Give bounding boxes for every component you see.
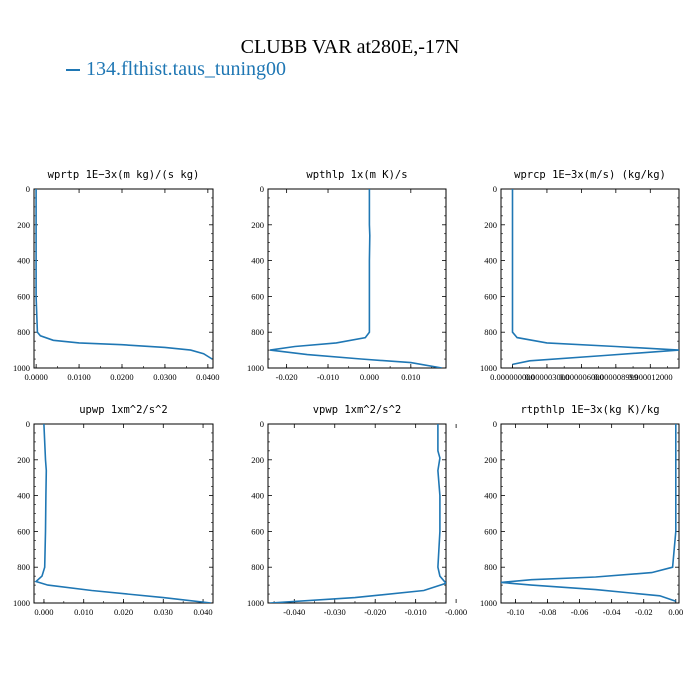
panel-title: vpwp 1xm^2/s^2 xyxy=(313,404,402,416)
y-tick-label: 600 xyxy=(251,291,264,301)
x-tick-label: -0.06 xyxy=(571,607,589,617)
series-line xyxy=(501,424,677,602)
panel-title: wprtp 1E−3x(m kg)/(s kg) xyxy=(48,169,200,181)
y-tick-label: 200 xyxy=(251,220,264,230)
panel-title: wpthlp 1x(m K)/s xyxy=(306,169,407,181)
series-line xyxy=(269,189,443,368)
x-tick-label: -0.020 xyxy=(364,607,386,617)
y-tick-label: 800 xyxy=(251,562,264,572)
figure-title: CLUBB VAR at280E,-17N xyxy=(240,36,460,58)
y-tick-label: 200 xyxy=(484,220,497,230)
series-line xyxy=(35,189,213,360)
x-tick-label: 0.000 xyxy=(34,607,53,617)
y-tick-label: 600 xyxy=(484,526,497,536)
y-tick-label: 1000 xyxy=(480,598,497,608)
x-tick-label: -0.02 xyxy=(635,607,653,617)
y-tick-label: 200 xyxy=(17,455,30,465)
y-tick-label: 400 xyxy=(251,491,264,501)
plot-frame xyxy=(500,188,680,369)
x-tick-label: 0.000003000 xyxy=(525,372,570,382)
x-tick-label: -0.04 xyxy=(603,607,621,617)
y-tick-label: 800 xyxy=(484,562,497,572)
x-tick-label: 0.000000000 xyxy=(490,372,535,382)
panel-5: vpwp 1xm^2/s^2 0 200 400 600 800 1000 -0.040 -0.… xyxy=(247,404,467,617)
x-tick-label: 0.000006000 xyxy=(559,372,604,382)
y-tick-label: 1000 xyxy=(13,598,30,608)
legend-label: 134.flthist.taus_tuning00 xyxy=(86,58,286,80)
x-tick-label: 0.00 xyxy=(668,607,683,617)
y-tick-label: 800 xyxy=(17,327,30,337)
y-tick-label: 800 xyxy=(17,562,30,572)
legend-line-swatch xyxy=(66,69,80,72)
x-tick-label: 0.0000 xyxy=(24,372,47,382)
x-tick-label: 0.0200 xyxy=(110,372,133,382)
y-tick-label: 1000 xyxy=(480,363,497,373)
y-tick-label: 600 xyxy=(484,291,497,301)
x-tick-label: -0.10 xyxy=(507,607,525,617)
y-tick-label: 0 xyxy=(260,419,264,429)
panel-title: upwp 1xm^2/s^2 xyxy=(79,404,168,416)
panel-1: wprtp 1E−3x(m kg)/(s kg) 0 200 400 600 800 100… xyxy=(13,169,220,382)
y-tick-label: 400 xyxy=(17,491,30,501)
y-tick-label: 200 xyxy=(251,455,264,465)
x-tick-label: -0.08 xyxy=(539,607,557,617)
x-tick-label: 0.0300 xyxy=(153,372,176,382)
y-tick-label: 1000 xyxy=(13,363,30,373)
x-tick-label: -0.000 xyxy=(445,607,467,617)
y-tick-label: 200 xyxy=(484,455,497,465)
series-line xyxy=(269,424,446,603)
x-tick-label: 0.030 xyxy=(154,607,173,617)
panel-3: wprcp 1E−3x(m/s) (kg/kg) 0 200 400 600 800 100… xyxy=(480,169,680,382)
x-tick-label: -0.040 xyxy=(283,607,305,617)
x-tick-label: 0.040 xyxy=(193,607,212,617)
x-tick-label: 0.000012000 xyxy=(628,372,673,382)
y-tick-label: 600 xyxy=(17,526,30,536)
y-tick-label: 1000 xyxy=(247,598,264,608)
y-tick-label: 600 xyxy=(17,291,30,301)
y-tick-label: 600 xyxy=(251,526,264,536)
y-tick-label: 1000 xyxy=(247,363,264,373)
y-tick-label: 400 xyxy=(17,256,30,266)
y-tick-label: 0 xyxy=(493,184,497,194)
y-tick-label: 400 xyxy=(484,256,497,266)
plot-frame xyxy=(267,188,447,369)
panel-6: rtpthlp 1E−3x(kg K)/kg02004006008001000-… xyxy=(480,404,683,617)
x-tick-label: -0.020 xyxy=(276,372,298,382)
plot-frame xyxy=(500,423,680,604)
y-tick-label: 800 xyxy=(484,327,497,337)
y-tick-label: 200 xyxy=(17,220,30,230)
y-tick-label: 0 xyxy=(26,419,30,429)
x-tick-label: -0.010 xyxy=(317,372,339,382)
y-tick-label: 0 xyxy=(493,419,497,429)
panel-2: wpthlp 1x(m K)/s 0 200 400 600 800 1000 -0.020 -… xyxy=(247,169,447,382)
series-line xyxy=(34,424,212,603)
x-tick-label: 0.0400 xyxy=(196,372,219,382)
x-tick-label: 0.000 xyxy=(360,372,379,382)
legend: 134.flthist.taus_tuning00 xyxy=(66,58,286,81)
x-tick-label: -0.010 xyxy=(405,607,427,617)
x-tick-label: 0.010 xyxy=(74,607,93,617)
y-tick-label: 800 xyxy=(251,327,264,337)
x-tick-label: -0.030 xyxy=(324,607,346,617)
y-tick-label: 0 xyxy=(26,184,30,194)
series-line xyxy=(511,189,679,366)
plot-frame xyxy=(267,423,447,604)
plot-frame xyxy=(33,423,214,604)
x-tick-label: 0.000008999 xyxy=(594,372,639,382)
x-tick-label: 0.020 xyxy=(114,607,133,617)
y-tick-label: 0 xyxy=(260,184,264,194)
y-tick-label: 400 xyxy=(484,491,497,501)
panel-title: wprcp 1E−3x(m/s) (kg/kg) xyxy=(514,169,666,181)
x-tick-label: 0.0100 xyxy=(67,372,90,382)
panel-title: rtpthlp 1E−3x(kg K)/kg xyxy=(520,404,659,416)
x-tick-label: 0.010 xyxy=(401,372,420,382)
panel-4: upwp 1xm^2/s^2 0 200 400 600 800 1000 0.000 0.01… xyxy=(13,404,214,617)
y-tick-label: 400 xyxy=(251,256,264,266)
